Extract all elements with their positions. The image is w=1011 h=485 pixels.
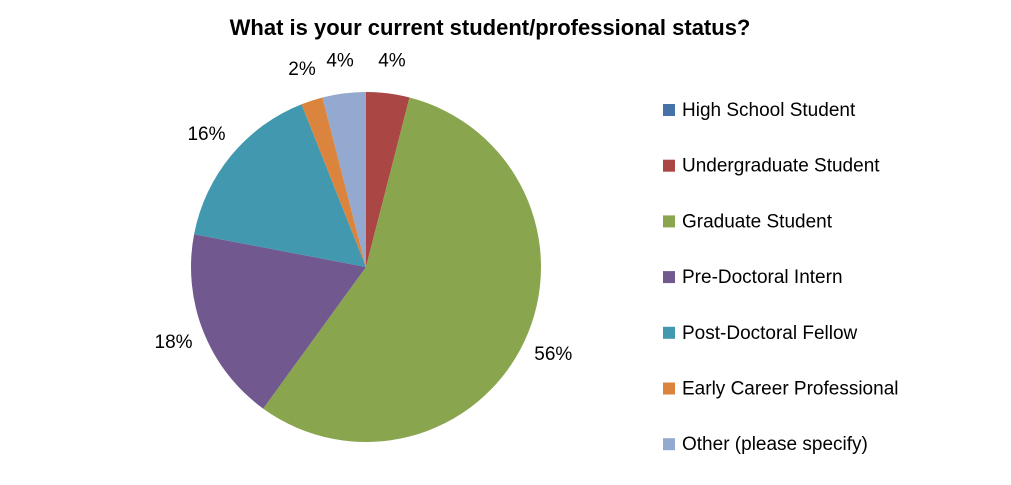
chart-title: What is your current student/professiona…: [230, 15, 751, 40]
legend-label: Undergraduate Student: [682, 156, 880, 177]
pie-slice: [194, 104, 366, 267]
legend-label: Graduate Student: [682, 211, 833, 232]
data-label: 4%: [378, 51, 406, 72]
legend-swatch: [663, 271, 675, 284]
data-label: 4%: [326, 51, 354, 72]
legend-swatch: [663, 104, 675, 116]
legend-label: Pre-Doctoral Intern: [682, 267, 843, 288]
data-label: 18%: [155, 332, 193, 353]
pie-slice: [301, 97, 366, 267]
data-label: 2%: [288, 59, 316, 80]
legend-label: Early Career Professional: [682, 379, 898, 400]
pie-slice: [190, 234, 366, 409]
pie-slice: [366, 92, 410, 267]
legend-label: Other (please specify): [682, 434, 868, 455]
data-label: 16%: [187, 124, 225, 145]
data-label: 56%: [534, 344, 572, 365]
legend-swatch: [663, 215, 675, 228]
legend-swatch: [663, 438, 675, 451]
legend-swatch: [663, 326, 675, 339]
pie-slice: [322, 92, 366, 267]
legend-swatch: [663, 382, 675, 395]
pie-slice: [263, 97, 541, 442]
legend-label: Post-Doctoral Fellow: [682, 323, 858, 344]
legend-swatch: [663, 159, 675, 172]
legend-label: High School Student: [682, 100, 856, 121]
